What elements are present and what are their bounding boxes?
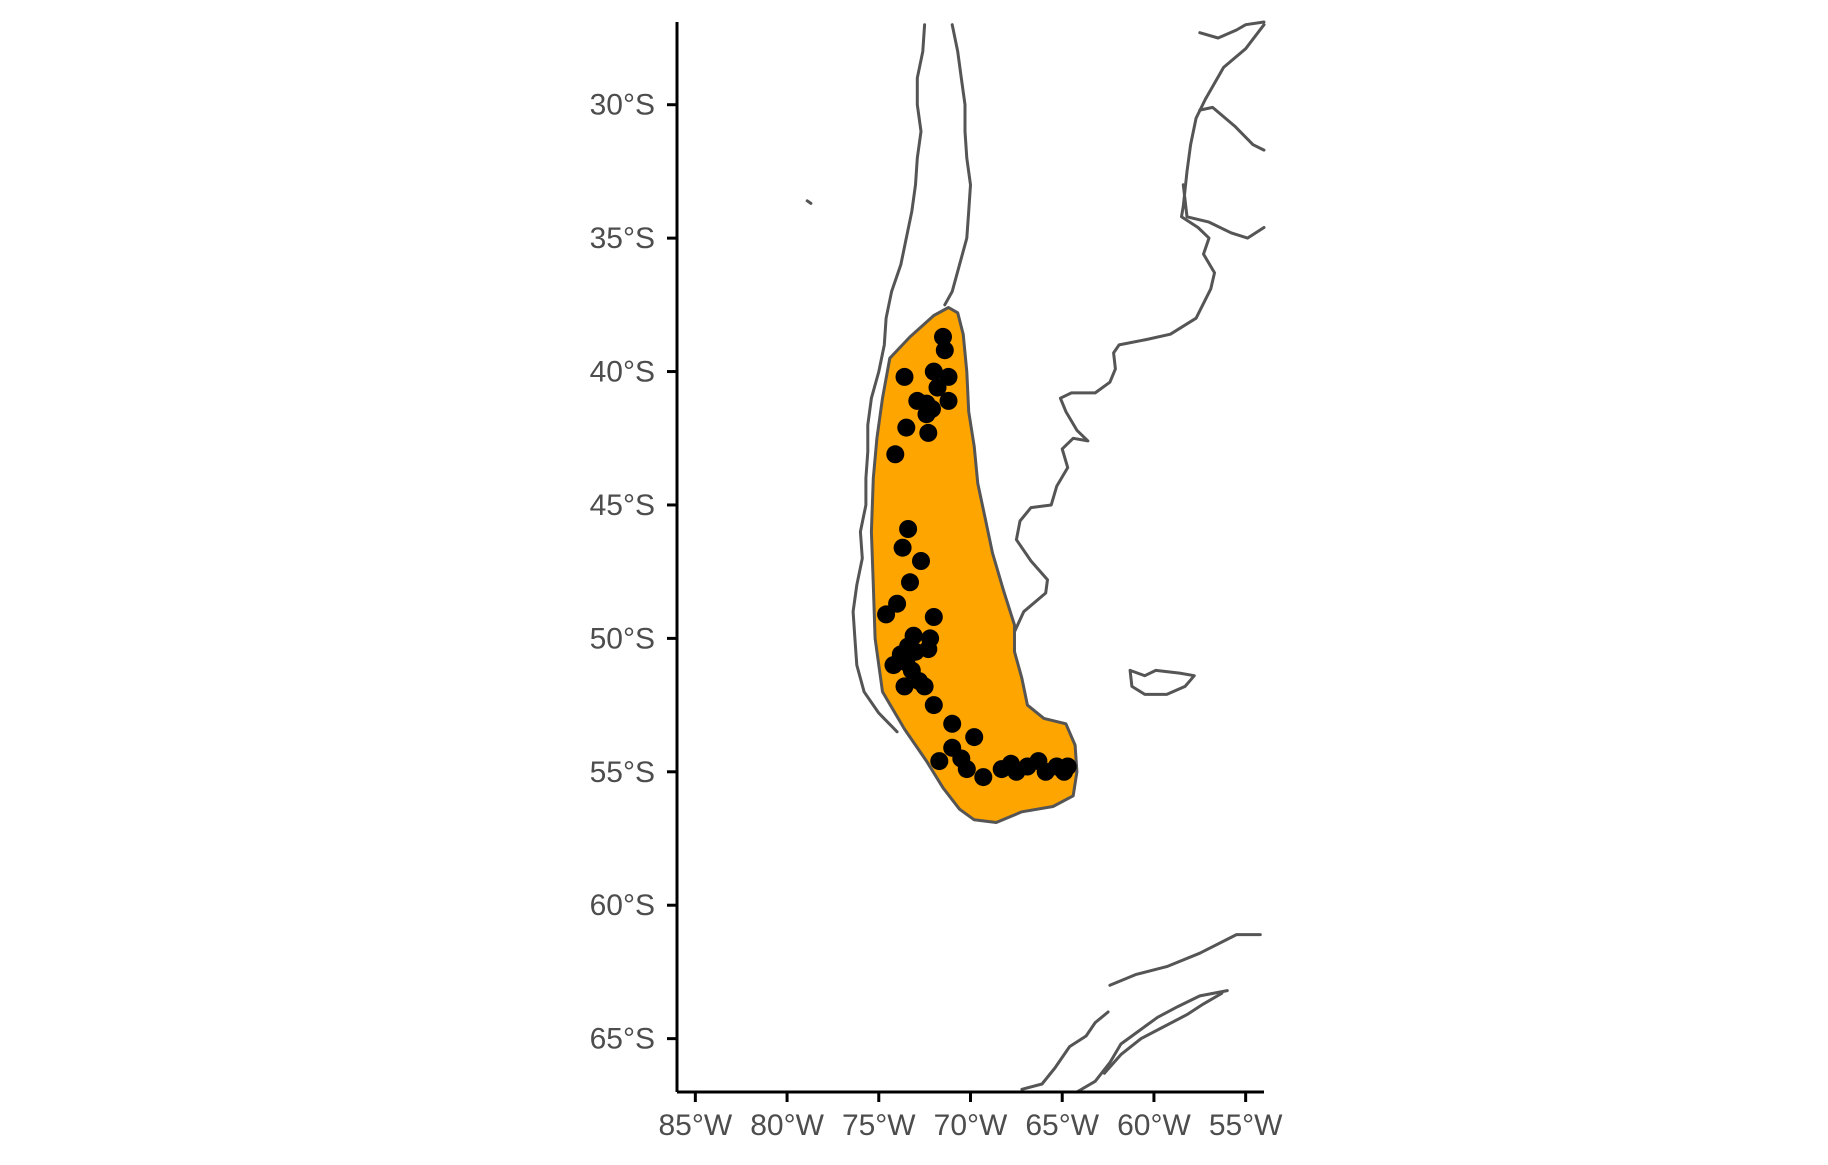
occurrence-point bbox=[895, 367, 914, 386]
x-tick-label: 80°W bbox=[750, 1109, 824, 1142]
occurrence-point bbox=[924, 608, 943, 626]
occurrence-points bbox=[877, 327, 1077, 787]
uruguay-coast bbox=[1181, 183, 1266, 240]
y-tick-label: 60°S bbox=[590, 889, 655, 922]
antarctic-islands bbox=[1102, 991, 1224, 1075]
coastline-layer bbox=[805, 20, 1266, 1094]
occurrence-point bbox=[899, 520, 918, 538]
south-shetlands bbox=[1108, 933, 1262, 987]
occurrence-point bbox=[924, 696, 943, 715]
occurrence-point bbox=[915, 677, 934, 696]
antarctic-islets bbox=[1020, 1010, 1110, 1091]
andes-border bbox=[943, 23, 972, 307]
parana-river bbox=[981, 23, 1266, 702]
x-tick-label: 70°W bbox=[934, 1109, 1008, 1142]
x-tick-label: 75°W bbox=[842, 1109, 916, 1142]
juan-fernandez bbox=[805, 199, 813, 205]
x-tick-label: 65°W bbox=[1025, 1109, 1099, 1142]
occurrence-point bbox=[901, 573, 919, 592]
occurrence-point bbox=[917, 405, 936, 424]
x-tick-label: 55°W bbox=[1209, 1109, 1283, 1142]
y-tick-label: 40°S bbox=[590, 356, 655, 389]
occurrence-point bbox=[928, 378, 947, 397]
y-tick-label: 30°S bbox=[590, 89, 655, 122]
occurrence-point bbox=[934, 327, 952, 346]
antarctic-peninsula bbox=[1075, 989, 1229, 1094]
occurrence-point bbox=[912, 552, 930, 570]
occurrence-point bbox=[943, 714, 962, 733]
y-tick-label: 35°S bbox=[590, 222, 655, 255]
occurrence-point bbox=[893, 538, 912, 557]
occurrence-point bbox=[965, 728, 984, 747]
occurrence-point bbox=[957, 760, 976, 779]
x-tick-label: 85°W bbox=[659, 1109, 733, 1142]
occurrence-point bbox=[919, 423, 938, 442]
y-tick-label: 65°S bbox=[590, 1023, 655, 1056]
falklands bbox=[1128, 668, 1196, 696]
x-tick-label: 60°W bbox=[1117, 1109, 1191, 1142]
occurrence-point bbox=[1058, 757, 1077, 776]
y-tick-label: 45°S bbox=[590, 489, 655, 522]
x-axis-ticks: 85°W 80°W 75°W 70°W 65°W 60°W 55°W bbox=[659, 1092, 1283, 1142]
occurrence-point bbox=[877, 605, 896, 624]
occurrence-point bbox=[886, 445, 905, 464]
y-tick-label: 55°S bbox=[590, 756, 655, 789]
occurrence-point bbox=[924, 362, 943, 381]
occurrence-point bbox=[897, 418, 916, 437]
uruguay-north bbox=[1198, 105, 1266, 152]
argentina-coast bbox=[1198, 20, 1266, 40]
occurrence-point bbox=[974, 768, 993, 787]
occurrence-point bbox=[935, 341, 954, 360]
occurrence-point bbox=[919, 640, 938, 659]
occurrence-point bbox=[884, 656, 903, 675]
y-tick-label: 50°S bbox=[590, 622, 655, 655]
occurrence-point bbox=[930, 752, 949, 771]
occurrence-point bbox=[895, 677, 914, 696]
y-axis-ticks: 30°S 35°S 40°S 45°S 50°S 55°S 60°S 65°S bbox=[590, 89, 677, 1056]
occurrence-point bbox=[939, 391, 958, 410]
chile-coast bbox=[851, 23, 927, 734]
